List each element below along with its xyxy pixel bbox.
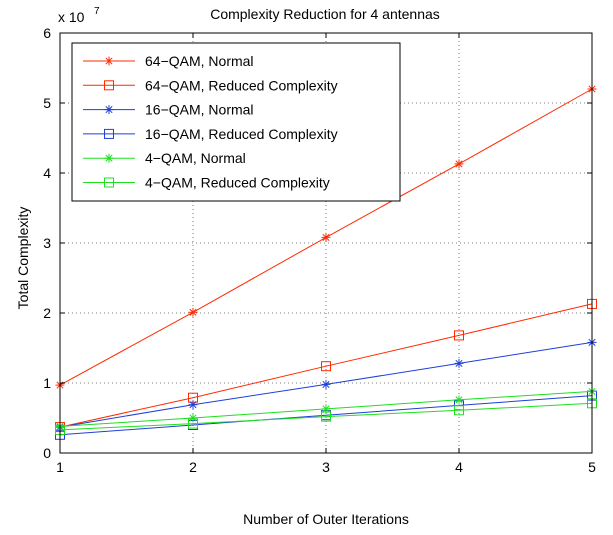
x-tick-label: 2	[189, 459, 197, 475]
legend-label: 4−QAM, Normal	[145, 150, 246, 166]
y-tick-label: 2	[43, 305, 51, 321]
legend-marker	[104, 153, 114, 163]
x-axis-label: Number of Outer Iterations	[243, 511, 409, 527]
y-tick-label: 6	[43, 25, 51, 41]
legend-label: 16−QAM, Normal	[145, 102, 254, 118]
legend-marker	[104, 56, 114, 66]
series-line-1	[59, 303, 593, 428]
legend-box	[71, 42, 401, 202]
legend-marker	[104, 105, 114, 115]
data-point	[188, 413, 198, 423]
series-line-5	[59, 402, 593, 431]
data-point	[321, 404, 331, 414]
data-point	[188, 400, 198, 410]
y-exponent-power: 7	[94, 6, 100, 17]
legend-label: 64−QAM, Normal	[145, 53, 254, 69]
legend-label: 16−QAM, Reduced Complexity	[145, 126, 338, 142]
y-tick-label: 4	[43, 165, 51, 181]
x-tick-label: 4	[455, 459, 463, 475]
y-exponent-base: x 10	[58, 9, 85, 25]
y-axis-label: Total Complexity	[15, 207, 31, 310]
legend: 64−QAM, Normal 64−QAM, Reduced Complexity…	[71, 42, 401, 202]
y-tick-label: 3	[43, 235, 51, 251]
chart-title: Complexity Reduction for 4 antennas	[210, 6, 440, 22]
legend-marker	[104, 128, 114, 139]
data-point	[454, 358, 464, 368]
data-point	[188, 418, 198, 429]
data-point	[188, 307, 198, 317]
data-point	[454, 330, 464, 341]
data-point	[321, 232, 331, 242]
series-line-3	[59, 395, 593, 436]
x-tick-label: 3	[322, 459, 330, 475]
data-point	[454, 405, 464, 416]
legend-marker	[104, 80, 114, 91]
data-point	[321, 411, 331, 422]
legend-label: 64−QAM, Reduced Complexity	[145, 77, 338, 93]
y-tick-label: 5	[43, 95, 51, 111]
data-point	[454, 395, 464, 405]
y-tick-label: 1	[43, 375, 51, 391]
data-point	[321, 361, 331, 372]
y-tick-label: 0	[43, 445, 51, 461]
legend-label: 4−QAM, Reduced Complexity	[145, 175, 330, 191]
x-tick-label: 1	[56, 459, 64, 475]
x-tick-label: 5	[588, 459, 596, 475]
data-point	[321, 379, 331, 389]
legend-marker	[104, 177, 114, 188]
data-point	[454, 159, 464, 169]
